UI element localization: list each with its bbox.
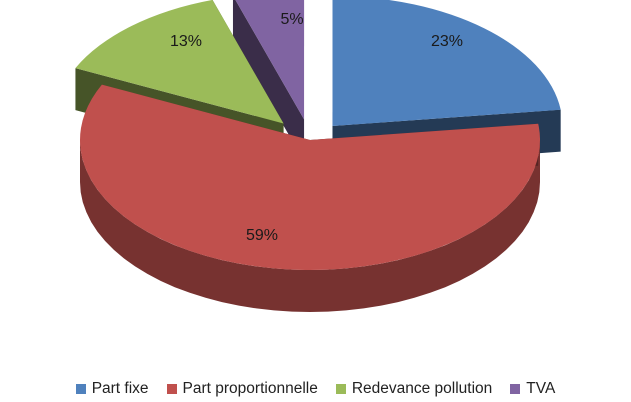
legend-label: Part fixe <box>91 380 149 397</box>
chart-legend: Part fixe Part proportionnelle Redevance… <box>0 378 631 400</box>
legend-label: TVA <box>526 380 556 397</box>
legend-item-redevance-pollution: Redevance pollution <box>335 380 493 398</box>
slice-part-fixe <box>332 0 561 126</box>
legend-item-tva: TVA <box>510 380 555 398</box>
data-label-redevance-pollution: 13% <box>170 33 202 50</box>
legend-swatch <box>166 384 177 394</box>
pie-slices: 23% 59% 13% 5% <box>75 0 561 312</box>
slice-tva-side <box>232 0 305 162</box>
legend-swatch <box>75 384 86 394</box>
legend-item-part-fixe: Part fixe <box>75 380 149 398</box>
legend-swatch <box>335 384 346 394</box>
legend-label: Redevance pollution <box>351 380 493 397</box>
slice-redevance-pollution <box>75 0 284 124</box>
pie-chart: 23% 59% 13% 5% <box>75 0 561 312</box>
slice-tva <box>235 0 305 120</box>
data-label-tva: 5% <box>280 11 303 28</box>
legend-item-part-proportionnelle: Part proportionnelle <box>166 380 318 398</box>
legend-swatch <box>510 384 521 394</box>
slice-part-proportionnelle <box>80 84 541 270</box>
data-label-part-fixe: 23% <box>431 33 463 50</box>
legend-label: Part proportionnelle <box>182 380 318 397</box>
data-label-part-proportionnelle: 59% <box>246 227 278 244</box>
